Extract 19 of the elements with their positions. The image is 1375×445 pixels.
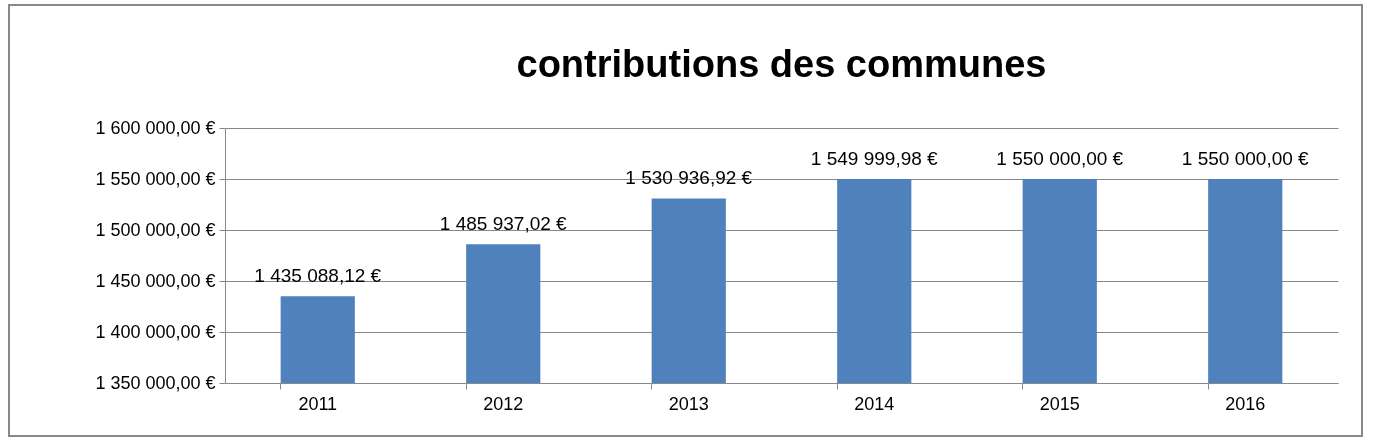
- y-tick-label: 1 400 000,00 €: [95, 321, 216, 342]
- x-tick-label: 2014: [854, 393, 895, 414]
- data-label: 1 530 936,92 €: [625, 167, 753, 189]
- data-label: 1 549 999,98 €: [810, 148, 939, 169]
- y-tick-label: 1 350 000,00 €: [95, 372, 216, 393]
- x-tick-label: 2011: [298, 393, 338, 414]
- x-tick-label: 2013: [668, 393, 709, 414]
- data-label: 1 550 000,00 €: [996, 148, 1124, 169]
- y-tick-label: 1 500 000,00 €: [95, 219, 216, 240]
- x-tick-label: 2016: [1225, 393, 1266, 414]
- y-tick-label: 1 600 000,00 €: [95, 117, 216, 138]
- y-tick-label: 1 450 000,00 €: [95, 270, 216, 291]
- y-tick-label: 1 550 000,00 €: [95, 168, 216, 189]
- x-tick-label: 2012: [483, 393, 524, 414]
- data-label: 1 485 937,02 €: [439, 213, 568, 235]
- data-label: 1 550 000,00 €: [1181, 148, 1310, 169]
- data-label: 1 435 088,12 €: [254, 265, 382, 287]
- chart-title: contributions des communes: [516, 43, 1047, 85]
- x-tick-label: 2015: [1039, 393, 1080, 414]
